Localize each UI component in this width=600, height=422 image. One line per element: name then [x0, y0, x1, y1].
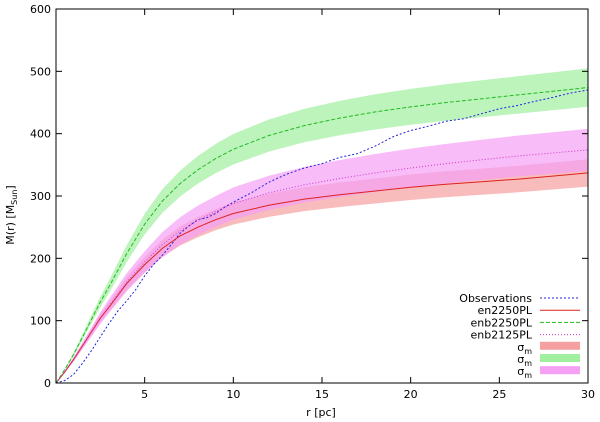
y-axis-label-close: ]	[4, 185, 17, 189]
legend-label-observations: Observations	[459, 292, 532, 305]
y-tick-label: 300	[30, 190, 51, 203]
legend-label-sigma-enb2250pl: σm	[517, 353, 532, 368]
legend-label-sigma-enb2125pl: σm	[517, 365, 532, 380]
series-line-en2250pl	[55, 172, 589, 384]
series-lines	[55, 87, 589, 384]
legend: Observationsen2250PLenb2250PLenb2125PLσm…	[459, 292, 580, 380]
sigma-band-enb2125pl	[56, 128, 588, 383]
y-tick-label: 100	[30, 315, 51, 328]
legend-swatch-sigma-enb2125pl	[540, 366, 580, 375]
y-tick-label: 0	[44, 377, 51, 390]
x-tick-label: 30	[581, 388, 595, 401]
x-axis-label: r [pc]	[306, 406, 336, 419]
legend-swatch-sigma-en2250pl	[540, 341, 580, 350]
series-line-enb2125pl	[55, 149, 589, 384]
series-line-enb2250pl	[55, 87, 589, 384]
y-tick-label: 500	[30, 65, 51, 78]
y-axis-label-sub: Sun	[10, 190, 19, 205]
legend-label-en2250pl: en2250PL	[478, 304, 533, 317]
x-tick-label: 10	[226, 388, 240, 401]
y-axis-label-main: M(r) [M	[4, 205, 17, 245]
x-tick-label: 15	[315, 388, 329, 401]
y-tick-label: 600	[30, 3, 51, 16]
y-axis-label: M(r) [MSun]	[4, 185, 19, 244]
legend-label-enb2125pl: enb2125PL	[471, 329, 533, 342]
uncertainty-bands	[56, 68, 588, 384]
x-tick-label: 25	[492, 388, 506, 401]
legend-label-enb2250pl: enb2250PL	[471, 316, 533, 329]
sigma-band-en2250pl	[56, 159, 588, 383]
sigma-band-enb2250pl	[56, 68, 588, 384]
y-tick-label: 400	[30, 128, 51, 141]
series-line-observations	[55, 89, 589, 384]
x-tick-label: 5	[141, 388, 148, 401]
legend-label-sigma-en2250pl: σm	[517, 341, 532, 356]
x-tick-label: 20	[404, 388, 418, 401]
y-tick-label: 200	[30, 252, 51, 265]
legend-swatch-sigma-enb2250pl	[540, 354, 580, 362]
